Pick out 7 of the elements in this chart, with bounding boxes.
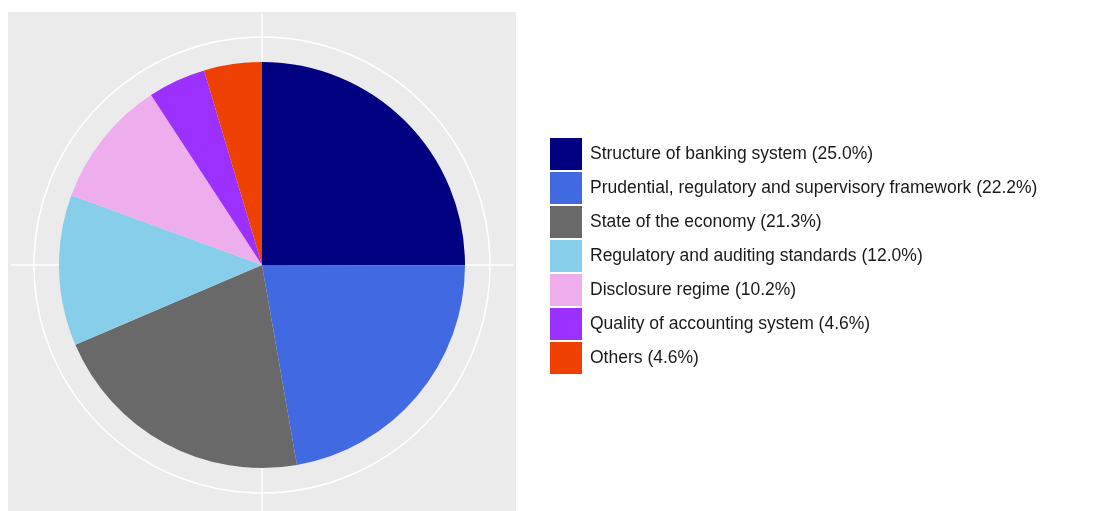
legend-label: Disclosure regime (10.2%) bbox=[590, 279, 797, 300]
legend-label: State of the economy (21.3%) bbox=[590, 211, 822, 232]
legend-label: Regulatory and auditing standards (12.0%) bbox=[590, 245, 923, 266]
legend-label: Structure of banking system (25.0%) bbox=[590, 143, 874, 164]
legend-label: Quality of accounting system (4.6%) bbox=[590, 313, 871, 334]
legend-label: Others (4.6%) bbox=[590, 347, 699, 368]
legend-label: Prudential, regulatory and supervisory framework (22.2%) bbox=[590, 177, 1038, 198]
